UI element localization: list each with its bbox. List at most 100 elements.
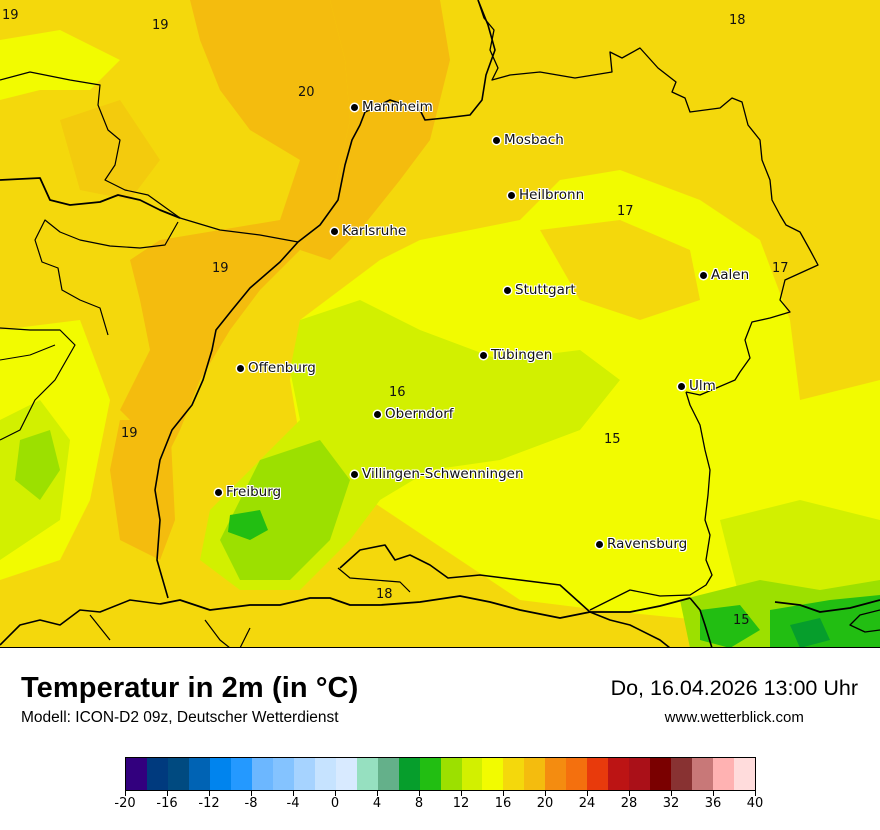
colorbar-tick-label: 40 — [746, 796, 764, 811]
colorbar-tick-label: -16 — [156, 796, 178, 811]
colorbar-tick-label: -8 — [244, 796, 258, 811]
colorbar-segment — [440, 758, 462, 790]
colorbar-segment — [461, 758, 483, 790]
colorbar-tick — [419, 791, 420, 796]
colorbar-segment — [566, 758, 588, 790]
city-marker-icon — [504, 286, 511, 294]
colorbar-tick — [209, 791, 210, 796]
colorbar-tick — [251, 791, 252, 796]
website-link[interactable]: www.wetterblick.com — [664, 709, 804, 726]
colorbar-segment — [293, 758, 315, 790]
city-mosbach: Mosbach — [493, 132, 564, 148]
temperature-label: 18 — [729, 13, 746, 28]
colorbar-tick-label: 32 — [662, 796, 680, 811]
colorbar-segment — [356, 758, 378, 790]
map-meta: Do, 16.04.2026 13:00 Uhr www.wetterblick… — [611, 676, 858, 726]
map-info: Temperatur in 2m (in °C) Modell: ICON-D2… — [21, 672, 358, 727]
colorbar-tick — [587, 791, 588, 796]
city-marker-icon — [237, 364, 244, 372]
colorbar-segment — [692, 758, 714, 790]
city-marker-icon — [374, 410, 381, 418]
city-marker-icon — [678, 382, 685, 390]
city-marker-icon — [480, 351, 487, 359]
colorbar-segment — [146, 758, 168, 790]
valid-datetime: Do, 16.04.2026 13:00 Uhr — [610, 676, 858, 700]
temperature-label: 15 — [733, 613, 750, 628]
colorbar-tick — [293, 791, 294, 796]
colorbar-tick — [167, 791, 168, 796]
colorbar-segment — [650, 758, 672, 790]
city-offenburg: Offenburg — [237, 360, 316, 376]
city-stuttgart: Stuttgart — [504, 282, 576, 298]
colorbar-segment — [629, 758, 651, 790]
colorbar-segment — [713, 758, 735, 790]
colorbar-tick-label: -4 — [286, 796, 300, 811]
colorbar-segment — [503, 758, 525, 790]
city-mannheim: Mannheim — [351, 99, 433, 115]
city-villingen-schwenningen: Villingen-Schwenningen — [351, 466, 524, 482]
colorbar-segment — [545, 758, 567, 790]
colorbar — [125, 757, 756, 791]
colorbar-tick-label: 24 — [578, 796, 596, 811]
city-marker-icon — [331, 227, 338, 235]
colorbar-segment — [188, 758, 210, 790]
temperature-label: 15 — [604, 432, 621, 447]
colorbar-segment — [377, 758, 399, 790]
colorbar-tick-label: 20 — [536, 796, 554, 811]
colorbar-tick — [125, 791, 126, 796]
city-marker-icon — [351, 103, 358, 111]
colorbar-segment — [167, 758, 189, 790]
colorbar-segment — [230, 758, 252, 790]
colorbar-segment — [251, 758, 273, 790]
temperature-label: 20 — [298, 85, 315, 100]
city-marker-icon — [351, 470, 358, 478]
city-heilbronn: Heilbronn — [508, 187, 584, 203]
temperature-label: 19 — [121, 426, 138, 441]
temperature-field — [0, 0, 880, 647]
city-ravensburg: Ravensburg — [596, 536, 687, 552]
colorbar-segment — [734, 758, 756, 790]
city-karlsruhe: Karlsruhe — [331, 223, 406, 239]
temperature-label: 17 — [617, 204, 634, 219]
colorbar-tick-label: 8 — [414, 796, 424, 811]
city-marker-icon — [596, 540, 603, 548]
colorbar-segment — [671, 758, 693, 790]
temperature-label: 19 — [2, 8, 19, 23]
colorbar-segment — [587, 758, 609, 790]
model-source: Modell: ICON-D2 09z, Deutscher Wetterdie… — [21, 709, 339, 726]
colorbar-tick — [755, 791, 756, 796]
colorbar-tick-label: 4 — [372, 796, 382, 811]
colorbar-segment — [608, 758, 630, 790]
colorbar-segment — [272, 758, 294, 790]
temperature-map: 19 19 18 20 17 19 17 16 19 15 18 15 Mann… — [0, 0, 880, 648]
colorbar-segment — [314, 758, 336, 790]
city-marker-icon — [215, 488, 222, 496]
colorbar-tick — [629, 791, 630, 796]
city-aalen: Aalen — [700, 267, 749, 283]
temperature-label: 19 — [212, 261, 229, 276]
temperature-label: 18 — [376, 587, 393, 602]
page-title: Temperatur in 2m (in °C) — [21, 672, 359, 704]
city-tuebingen: Tübingen — [480, 347, 552, 363]
colorbar-tick-label: 36 — [704, 796, 722, 811]
colorbar-tick-label: -12 — [198, 796, 220, 811]
colorbar-tick-label: 12 — [452, 796, 470, 811]
city-marker-icon — [508, 191, 515, 199]
colorbar-segment — [482, 758, 504, 790]
city-freiburg: Freiburg — [215, 484, 281, 500]
colorbar-tick — [377, 791, 378, 796]
city-oberndorf: Oberndorf — [374, 406, 454, 422]
city-marker-icon — [493, 136, 500, 144]
colorbar-tick — [503, 791, 504, 796]
temperature-label: 16 — [389, 385, 406, 400]
city-marker-icon — [700, 271, 707, 279]
colorbar-tick — [461, 791, 462, 796]
colorbar-tick-label: 28 — [620, 796, 638, 811]
colorbar-segment — [209, 758, 231, 790]
colorbar-tick-label: 0 — [330, 796, 340, 811]
temperature-label: 19 — [152, 18, 169, 33]
city-ulm: Ulm — [678, 378, 716, 394]
colorbar-segment — [398, 758, 420, 790]
colorbar-tick-label: 16 — [494, 796, 512, 811]
colorbar-segment — [419, 758, 441, 790]
